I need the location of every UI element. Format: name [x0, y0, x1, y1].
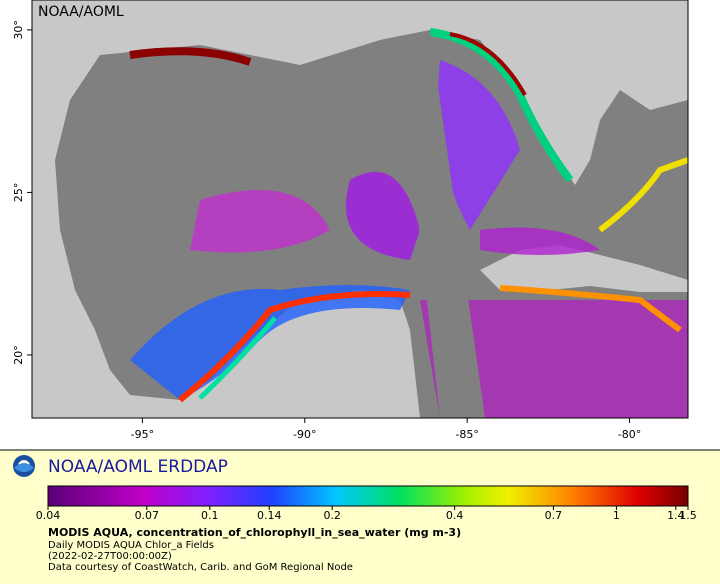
- colorbar: [47, 485, 689, 507]
- colorbar-tick-label: 1.4: [667, 509, 685, 522]
- legend-panel: [0, 450, 720, 584]
- colorbar-tick-label: 0.4: [446, 509, 464, 522]
- colorbar-tick-label: 1.5: [679, 509, 697, 522]
- y-tick-label: 25°: [12, 183, 25, 203]
- x-tick-label: -90°: [293, 428, 316, 441]
- colorbar-tick-label: 0.1: [201, 509, 219, 522]
- x-tick-label: -95°: [131, 428, 154, 441]
- info-line: Daily MODIS AQUA Chlor_a Fields: [48, 540, 214, 551]
- info-line: Data courtesy of CoastWatch, Carib. and …: [48, 562, 353, 573]
- colorbar-tick-label: 0.07: [135, 509, 160, 522]
- y-tick-label: 30°: [12, 20, 25, 40]
- y-tick-label: 20°: [12, 345, 25, 365]
- map-image: [32, 0, 688, 418]
- legend-title: NOAA/AOML ERDDAP: [48, 457, 228, 477]
- noaa-logo: [13, 455, 35, 477]
- colorbar-tick-label: 0.14: [257, 509, 282, 522]
- variable-label: MODIS AQUA, concentration_of_chlorophyll…: [48, 526, 461, 539]
- x-tick-label: -85°: [455, 428, 478, 441]
- info-line: (2022-02-27T00:00:00Z): [48, 551, 172, 562]
- colorbar-tick-label: 0.2: [323, 509, 341, 522]
- x-tick-label: -80°: [618, 428, 641, 441]
- colorbar-tick-label: 1: [613, 509, 620, 522]
- colorbar-tick-label: 0.04: [36, 509, 61, 522]
- map-label: NOAA/AOML: [38, 4, 124, 20]
- colorbar-tick-label: 0.7: [545, 509, 563, 522]
